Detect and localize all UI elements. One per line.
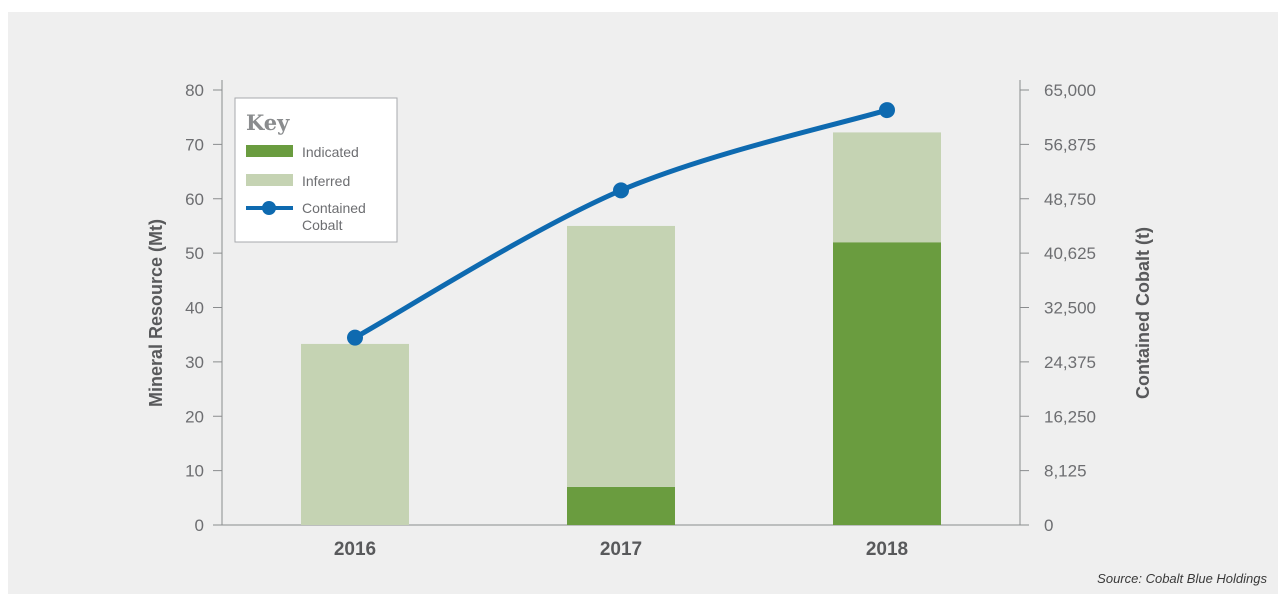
legend: Key Indicated Inferred Contained Cobalt xyxy=(234,97,398,243)
y2-tick-label: 8,125 xyxy=(1044,462,1087,481)
bar-indicated-2017 xyxy=(567,486,675,525)
y-tick-label: 50 xyxy=(185,244,204,263)
legend-swatch-inferred xyxy=(246,174,293,186)
chart-panel: 0 10 20 30 40 50 60 70 80 0 8,125 16,250 24,375 32,50… xyxy=(8,12,1278,594)
y2-tick-label: 24,375 xyxy=(1044,353,1096,372)
y-tick-label: 30 xyxy=(185,353,204,372)
tick-labels-layer: 0 10 20 30 40 50 60 70 80 0 8,125 16,250 24,375 32,50… xyxy=(185,81,1096,560)
y2-tick-label: 56,875 xyxy=(1044,135,1096,154)
y2-axis-title: Contained Cobalt (t) xyxy=(1133,227,1153,399)
legend-label-cobalt-line: Cobalt xyxy=(302,217,343,233)
bar-inferred-2017 xyxy=(567,225,675,487)
y2-tick-label: 32,500 xyxy=(1044,299,1096,318)
x-category-label: 2016 xyxy=(334,539,376,560)
legend-label-cobalt: Contained Cobalt xyxy=(302,200,366,233)
mineral-resource-chart: 0 10 20 30 40 50 60 70 80 0 8,125 16,250 24,375 32,50… xyxy=(146,80,1267,586)
y2-tick-label: 48,750 xyxy=(1044,190,1096,209)
legend-swatch-indicated xyxy=(246,145,293,157)
legend-title: Key xyxy=(246,110,290,135)
bar-inferred-2016 xyxy=(301,343,409,525)
y-tick-label: 40 xyxy=(185,299,204,318)
bars-layer xyxy=(301,132,941,525)
y-tick-label: 80 xyxy=(185,81,204,100)
y-tick-label: 0 xyxy=(195,516,204,535)
legend-box xyxy=(234,97,398,243)
y-tick-label: 70 xyxy=(185,135,204,154)
y2-tick-label: 65,000 xyxy=(1044,81,1096,100)
y-axis-title: Mineral Resource (Mt) xyxy=(146,219,166,407)
bar-indicated-2018 xyxy=(833,242,941,525)
legend-label-indicated: Indicated xyxy=(302,144,359,160)
legend-marker-cobalt xyxy=(262,201,276,215)
contained-cobalt-point-2018 xyxy=(879,102,895,119)
y-tick-label: 10 xyxy=(185,462,204,481)
contained-cobalt-point-2016 xyxy=(347,329,363,346)
contained-cobalt-point-2017 xyxy=(613,182,629,199)
legend-label-cobalt-line: Contained xyxy=(302,200,366,216)
y2-tick-label: 16,250 xyxy=(1044,407,1096,426)
x-category-label: 2018 xyxy=(866,539,908,560)
y-tick-label: 60 xyxy=(185,190,204,209)
legend-label-inferred: Inferred xyxy=(302,173,350,189)
y2-tick-label: 40,625 xyxy=(1044,244,1096,263)
y-tick-label: 20 xyxy=(185,407,204,426)
bar-inferred-2018 xyxy=(833,132,941,243)
x-category-label: 2017 xyxy=(600,539,642,560)
source-note: Source: Cobalt Blue Holdings xyxy=(1097,571,1267,586)
y2-tick-label: 0 xyxy=(1044,516,1053,535)
line-layer xyxy=(347,102,895,346)
